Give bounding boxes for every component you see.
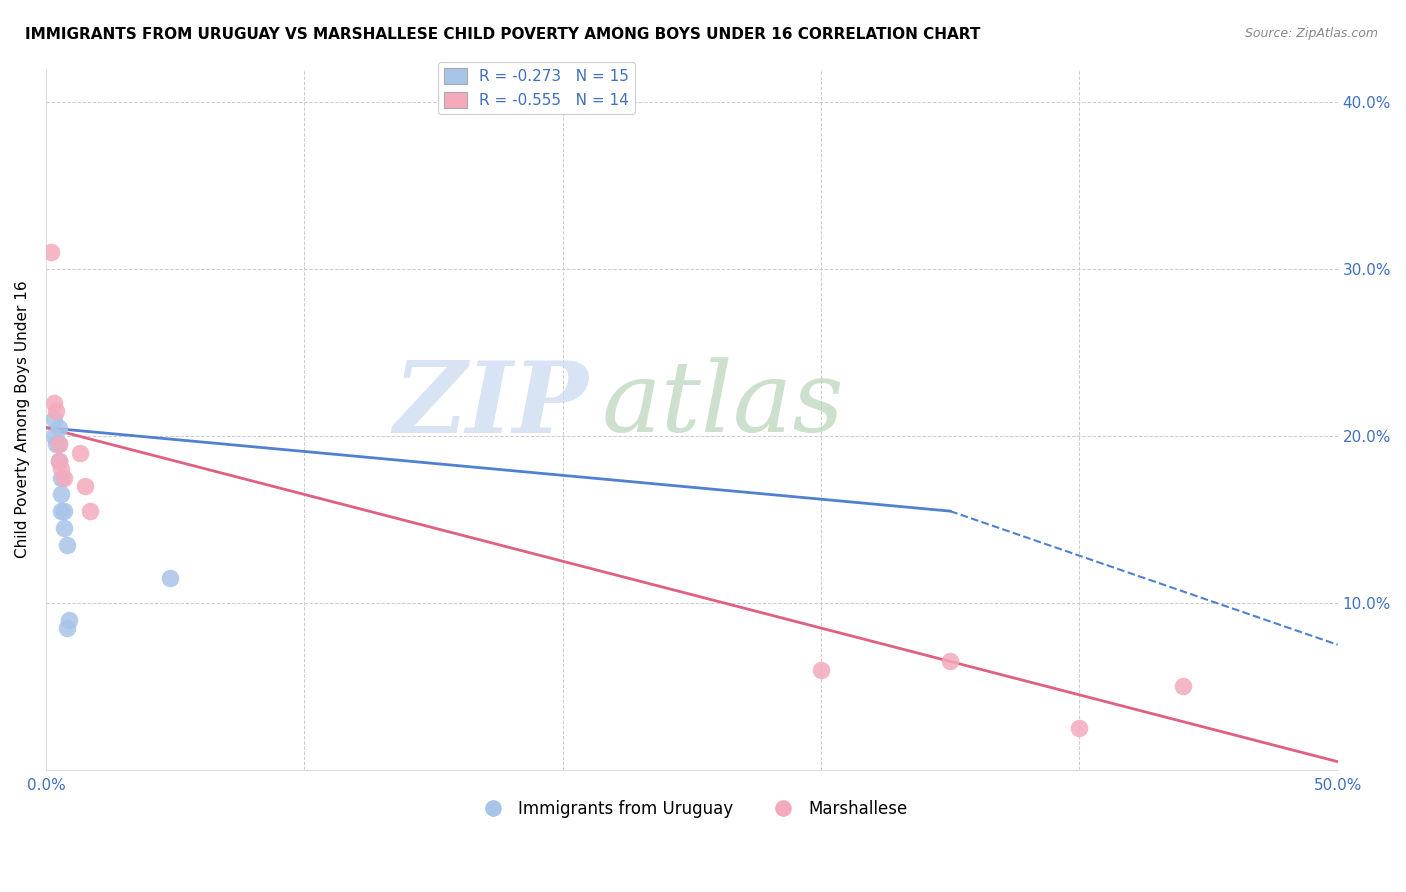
Point [48,454,70,468]
Point [53,521,76,535]
Text: atlas: atlas [602,358,844,453]
Point [48,420,70,434]
Point [939,655,962,669]
Point [51,504,73,518]
Point [159,571,181,585]
Point [42,429,65,443]
Point [45,404,67,418]
Point [53,471,76,485]
Point [48,454,70,468]
Y-axis label: Child Poverty Among Boys Under 16: Child Poverty Among Boys Under 16 [15,280,30,558]
Point [51,471,73,485]
Point [42,412,65,426]
Point [45,437,67,451]
Point [79,504,101,518]
Text: IMMIGRANTS FROM URUGUAY VS MARSHALLESE CHILD POVERTY AMONG BOYS UNDER 16 CORRELA: IMMIGRANTS FROM URUGUAY VS MARSHALLESE C… [25,27,980,42]
Point [48,437,70,451]
Point [1171,680,1194,694]
Point [42,395,65,409]
Point [55,621,77,635]
Legend: Immigrants from Uruguay, Marshallese: Immigrants from Uruguay, Marshallese [470,794,914,825]
Point [53,504,76,518]
Point [39,245,62,260]
Text: Source: ZipAtlas.com: Source: ZipAtlas.com [1244,27,1378,40]
Point [51,487,73,501]
Point [810,663,832,677]
Point [48,437,70,451]
Point [73,479,96,493]
Text: ZIP: ZIP [394,357,589,453]
Point [1069,721,1091,735]
Point [58,613,80,627]
Point [55,537,77,551]
Point [51,462,73,476]
Point [69,445,91,459]
